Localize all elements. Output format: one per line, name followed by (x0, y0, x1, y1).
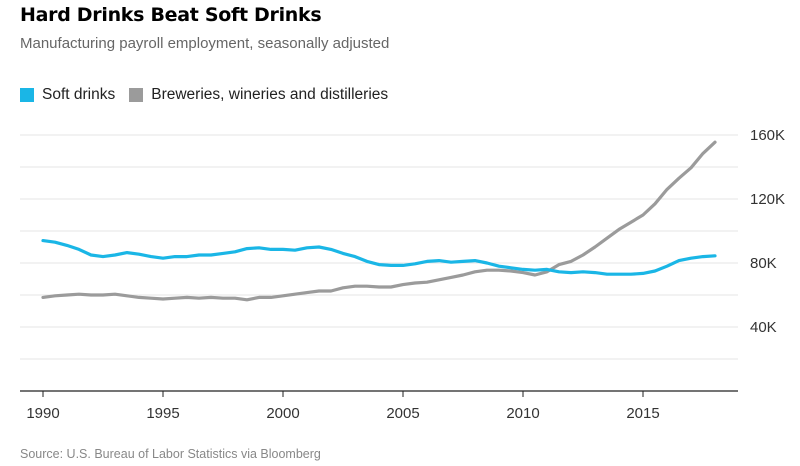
series-line-breweries (41, 140, 717, 302)
legend-label-breweries: Breweries, wineries and distilleries (151, 86, 389, 103)
x-tick-label-1995: 1995 (146, 405, 179, 422)
chart-subtitle: Manufacturing payroll employment, season… (20, 35, 390, 52)
x-tick-label-2005: 2005 (386, 405, 419, 422)
x-tick-label-2010: 2010 (506, 405, 539, 422)
legend-item-soft-drinks: Soft drinks (20, 86, 115, 104)
y-tick-label-40K: 40K (750, 319, 777, 336)
legend-swatch-breweries (129, 88, 144, 102)
series-line-soft-drinks (41, 239, 717, 276)
y-tick-label-80K: 80K (750, 255, 777, 272)
x-tick-label-1990: 1990 (26, 405, 59, 422)
x-tick-label-2000: 2000 (266, 405, 299, 422)
x-tick-label-2015: 2015 (626, 405, 659, 422)
legend: Soft drinks Breweries, wineries and dist… (20, 86, 402, 104)
y-tick-label-160K: 160K (750, 127, 785, 144)
source-note: Source: U.S. Bureau of Labor Statistics … (20, 447, 321, 461)
chart-title: Hard Drinks Beat Soft Drinks (20, 4, 322, 26)
legend-swatch-soft-drinks (20, 88, 34, 102)
y-tick-label-120K: 120K (750, 191, 785, 208)
legend-item-breweries: Breweries, wineries and distilleries (129, 86, 388, 104)
legend-label-soft-drinks: Soft drinks (42, 86, 116, 103)
